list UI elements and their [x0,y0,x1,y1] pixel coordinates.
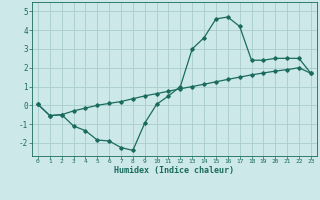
X-axis label: Humidex (Indice chaleur): Humidex (Indice chaleur) [115,166,234,175]
